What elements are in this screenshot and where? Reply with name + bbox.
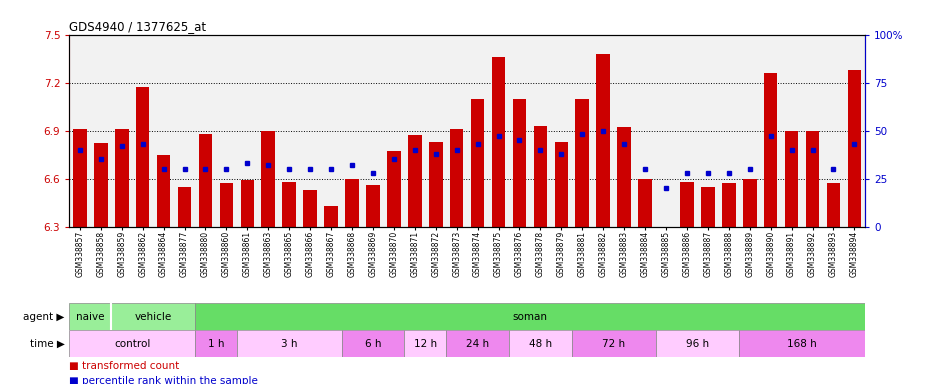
Bar xyxy=(69,303,111,330)
Text: 72 h: 72 h xyxy=(602,339,625,349)
Text: time ▶: time ▶ xyxy=(30,339,65,349)
Bar xyxy=(195,330,237,357)
Bar xyxy=(303,190,317,227)
Bar xyxy=(195,303,865,330)
Bar xyxy=(115,129,129,227)
Bar xyxy=(471,99,485,227)
Text: ■ transformed count: ■ transformed count xyxy=(69,361,179,371)
Bar xyxy=(597,54,610,227)
Bar xyxy=(806,131,820,227)
Bar xyxy=(446,330,509,357)
Bar xyxy=(341,330,404,357)
Bar xyxy=(262,131,275,227)
Bar xyxy=(282,182,296,227)
Text: 6 h: 6 h xyxy=(364,339,381,349)
Text: 12 h: 12 h xyxy=(413,339,437,349)
Text: naive: naive xyxy=(76,312,105,322)
Bar xyxy=(572,330,656,357)
Bar xyxy=(69,330,195,357)
Bar xyxy=(847,70,861,227)
Bar xyxy=(554,142,568,227)
Text: 96 h: 96 h xyxy=(685,339,709,349)
Bar xyxy=(387,151,401,227)
Text: control: control xyxy=(114,339,151,349)
Text: 48 h: 48 h xyxy=(529,339,552,349)
Bar xyxy=(111,303,195,330)
Bar xyxy=(240,180,254,227)
Bar xyxy=(827,183,840,227)
Text: 168 h: 168 h xyxy=(787,339,817,349)
Text: agent ▶: agent ▶ xyxy=(23,312,65,322)
Bar xyxy=(722,183,735,227)
Bar xyxy=(743,179,757,227)
Bar xyxy=(680,182,694,227)
Bar xyxy=(404,330,446,357)
Bar xyxy=(764,73,778,227)
Bar xyxy=(617,127,631,227)
Bar xyxy=(701,187,715,227)
Bar xyxy=(638,179,652,227)
Bar xyxy=(512,99,526,227)
Bar xyxy=(237,330,341,357)
Bar xyxy=(136,87,150,227)
Bar xyxy=(509,330,572,357)
Bar xyxy=(366,185,380,227)
Text: ■ percentile rank within the sample: ■ percentile rank within the sample xyxy=(69,376,258,384)
Bar xyxy=(345,179,359,227)
Bar xyxy=(156,154,170,227)
Text: GDS4940 / 1377625_at: GDS4940 / 1377625_at xyxy=(69,20,206,33)
Text: 3 h: 3 h xyxy=(281,339,298,349)
Bar xyxy=(325,206,338,227)
Bar xyxy=(219,183,233,227)
Bar xyxy=(73,129,87,227)
Text: soman: soman xyxy=(512,312,548,322)
Bar xyxy=(429,142,442,227)
Bar xyxy=(784,131,798,227)
Bar xyxy=(739,330,865,357)
Text: 1 h: 1 h xyxy=(208,339,224,349)
Bar xyxy=(534,126,548,227)
Bar xyxy=(575,99,589,227)
Bar xyxy=(94,143,107,227)
Bar xyxy=(492,57,505,227)
Bar xyxy=(656,330,739,357)
Text: 24 h: 24 h xyxy=(466,339,489,349)
Bar xyxy=(199,134,212,227)
Bar xyxy=(408,135,422,227)
Bar xyxy=(450,129,463,227)
Bar xyxy=(178,187,191,227)
Text: vehicle: vehicle xyxy=(134,312,172,322)
